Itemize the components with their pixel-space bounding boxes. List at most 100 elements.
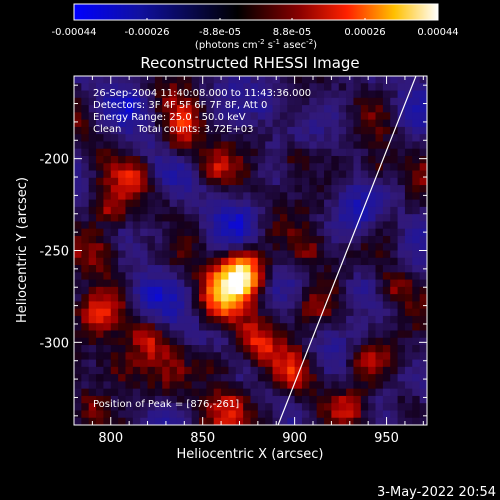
heatmap-cell <box>74 315 82 324</box>
heatmap-cell <box>88 330 97 339</box>
heatmap-cell <box>243 126 252 135</box>
heatmap-cell <box>360 286 369 295</box>
heatmap-cell <box>221 388 230 397</box>
heatmap-cell <box>346 192 355 201</box>
heatmap-cell <box>110 374 119 382</box>
heatmap-cell <box>301 185 310 193</box>
heatmap-cell <box>265 126 274 135</box>
heatmap-cell <box>382 243 391 252</box>
heatmap-cell <box>96 374 105 382</box>
heatmap-cell <box>110 250 119 259</box>
heatmap-cell <box>316 185 325 193</box>
heatmap-cell <box>235 134 244 143</box>
heatmap-cell <box>228 235 237 244</box>
heatmap-cell <box>103 119 112 128</box>
heatmap-cell <box>235 221 244 230</box>
heatmap-cell <box>257 235 266 244</box>
heatmap-cell <box>250 257 259 266</box>
heatmap-cell <box>397 228 406 237</box>
heatmap-cell <box>382 323 391 332</box>
heatmap-cell <box>309 177 318 186</box>
heatmap-cell <box>265 76 274 84</box>
heatmap-cell <box>382 83 391 92</box>
heatmap-cell <box>338 337 347 346</box>
heatmap-cell <box>96 243 105 252</box>
heatmap-cell <box>272 112 281 121</box>
heatmap-cell <box>235 257 244 266</box>
colorbar-tick-label: 0.00044 <box>417 27 458 38</box>
heatmap-cell <box>368 279 377 288</box>
heatmap-cell <box>382 134 391 143</box>
heatmap-cell <box>221 235 230 244</box>
heatmap-cell <box>331 134 340 143</box>
heatmap-cell <box>103 381 112 390</box>
heatmap-cell <box>184 417 193 425</box>
heatmap-cell <box>169 359 178 368</box>
heatmap-cell <box>125 83 134 92</box>
heatmap-cell <box>360 185 369 193</box>
heatmap-cell <box>140 119 149 128</box>
heatmap-cell <box>301 345 310 353</box>
heatmap-cell <box>169 83 178 92</box>
heatmap-cell <box>140 214 149 223</box>
heatmap-cell <box>346 374 355 382</box>
heatmap-cell <box>279 170 288 179</box>
heatmap-cell <box>390 76 399 84</box>
heatmap-cell <box>368 177 377 186</box>
heatmap-cell <box>368 148 377 157</box>
heatmap-cell <box>316 148 325 157</box>
heatmap-cell <box>176 301 185 310</box>
heatmap-cell <box>368 352 377 361</box>
heatmap-cell <box>301 199 310 208</box>
heatmap-cell <box>272 330 281 339</box>
heatmap-cell <box>419 272 427 281</box>
heatmap-cell <box>81 410 90 419</box>
heatmap-cell <box>375 279 384 288</box>
heatmap-cell <box>132 403 141 412</box>
heatmap-cell <box>74 272 82 281</box>
heatmap-cell <box>257 352 266 361</box>
heatmap-cell <box>199 257 207 266</box>
heatmap-cell <box>213 323 222 332</box>
heatmap-cell <box>331 330 340 339</box>
heatmap-cell <box>375 206 384 215</box>
heatmap-cell <box>316 105 325 113</box>
heatmap-cell <box>154 410 163 419</box>
heatmap-cell <box>294 214 303 223</box>
heatmap-cell <box>213 97 222 106</box>
heatmap-cell <box>125 250 134 259</box>
heatmap-cell <box>279 97 288 106</box>
heatmap-cell <box>324 374 332 382</box>
heatmap-cell <box>88 228 97 237</box>
heatmap-cell <box>81 76 90 84</box>
heatmap-cell <box>316 345 325 353</box>
heatmap-cell <box>346 301 355 310</box>
heatmap-cell <box>132 301 141 310</box>
heatmap-cell <box>206 403 215 412</box>
heatmap-cell <box>103 308 112 317</box>
heatmap-cell <box>74 141 82 150</box>
heatmap-cell <box>118 206 127 215</box>
heatmap-cell <box>74 119 82 128</box>
heatmap-cell <box>404 294 413 302</box>
heatmap-cell <box>257 301 266 310</box>
heatmap-cell <box>412 97 421 106</box>
heatmap-cell <box>250 301 259 310</box>
heatmap-cell <box>404 206 413 215</box>
heatmap-cell <box>213 83 222 92</box>
heatmap-cell <box>221 352 230 361</box>
heatmap-cell <box>221 185 230 193</box>
heatmap-cell <box>206 257 215 266</box>
heatmap-cell <box>199 374 207 382</box>
heatmap-cell <box>147 76 156 84</box>
heatmap-cell <box>103 155 112 164</box>
heatmap-cell <box>103 105 112 113</box>
heatmap-cell <box>301 192 310 201</box>
heatmap-cell <box>213 286 222 295</box>
heatmap-cell <box>162 250 171 259</box>
heatmap-cell <box>184 272 193 281</box>
heatmap-cell <box>257 315 266 324</box>
heatmap-cell <box>132 83 141 92</box>
heatmap-cell <box>375 155 384 164</box>
heatmap-cell <box>88 337 97 346</box>
